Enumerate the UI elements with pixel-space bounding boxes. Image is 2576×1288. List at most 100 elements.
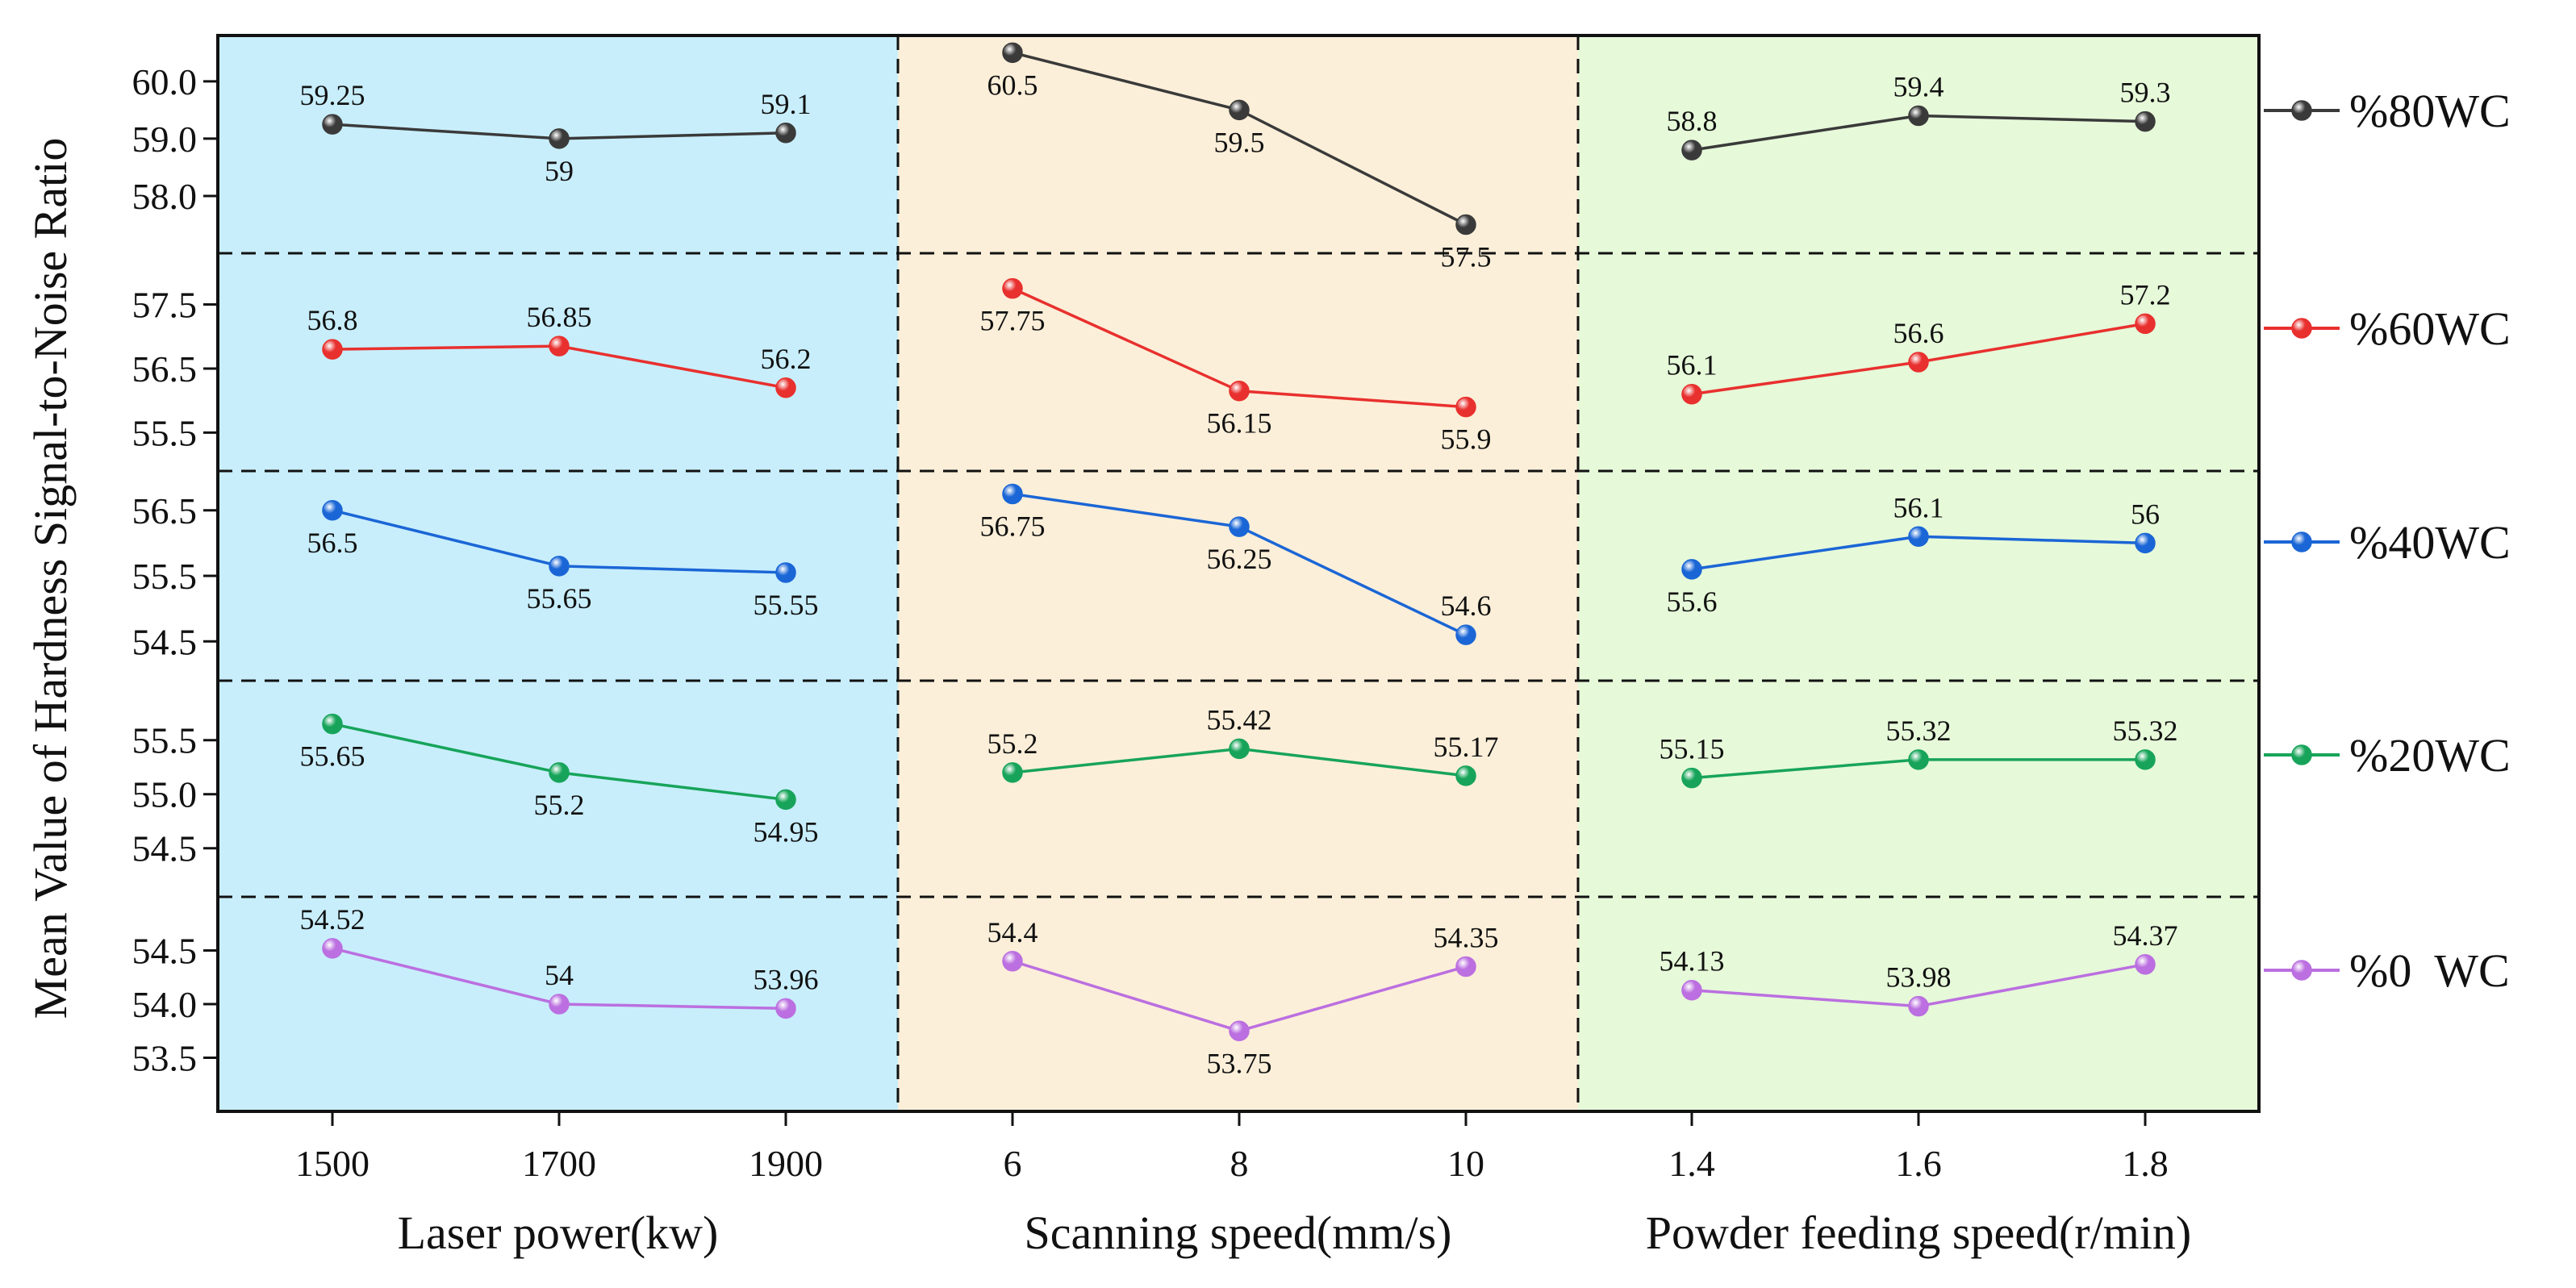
data-label: 59 [545,155,574,187]
y-tick-label: 55.5 [132,412,198,453]
data-label: 56.15 [1207,407,1272,440]
x-tick-label: 1700 [522,1143,596,1184]
data-point [322,339,343,360]
data-label: 59.5 [1214,126,1265,158]
data-label: 58.8 [1667,105,1718,137]
x-tick-label: 10 [1447,1143,1484,1184]
y-tick-label: 53.5 [132,1038,198,1079]
data-point [1229,99,1250,121]
data-label: 56.85 [527,301,592,333]
data-point [1455,765,1476,786]
data-point [549,556,570,577]
y-tick-label: 59.0 [132,119,198,160]
data-point [1229,380,1250,402]
data-label: 54.95 [754,815,819,848]
legend-marker [2291,960,2312,981]
data-label: 56.2 [761,343,812,375]
data-point [775,998,796,1019]
data-label: 59.1 [761,88,812,120]
data-point [1229,516,1250,537]
data-point [1908,105,1929,127]
x-tick-label: 1500 [295,1143,369,1184]
legend-marker [2291,100,2312,121]
data-point [549,762,570,783]
data-label: 55.2 [987,727,1038,760]
data-label: 54.52 [300,903,365,936]
y-tick-label: 54.5 [132,828,198,869]
y-tick-label: 58.0 [132,176,198,217]
data-label: 59.4 [1893,70,1944,102]
y-tick-label: 55.5 [132,556,198,597]
data-label: 56.25 [1207,543,1272,575]
legend-marker [2291,318,2312,339]
x-tick-label: 1.6 [1895,1143,1942,1184]
data-label: 55.2 [534,789,585,821]
data-point [2135,110,2156,132]
data-point [1908,526,1929,547]
data-point [1908,995,1929,1017]
y-tick-label: 56.5 [132,490,198,531]
x-axis-title: Laser power(kw) [398,1207,719,1259]
data-label: 55.9 [1441,423,1492,456]
data-point [1455,214,1476,236]
data-label: 53.75 [1207,1047,1272,1079]
y-tick-label: 55.0 [132,774,198,815]
y-tick-label: 54.5 [132,621,198,662]
x-axis-title: Powder feeding speed(r/min) [1646,1207,2191,1259]
data-label: 57.5 [1441,240,1492,273]
data-label: 59.3 [2120,77,2171,109]
data-point [1229,1020,1250,1041]
legend-label: %60WC [2349,302,2511,355]
data-label: 55.6 [1667,586,1718,618]
data-label: 57.2 [2120,278,2171,311]
x-tick-label: 6 [1004,1143,1022,1184]
x-axis-title: Scanning speed(mm/s) [1025,1207,1452,1259]
data-point [1908,749,1929,770]
data-label: 55.32 [1886,715,1952,747]
data-point [2135,532,2156,554]
data-point [1681,140,1702,160]
data-label: 55.15 [1660,733,1725,765]
data-point [1455,624,1476,645]
data-label: 54.4 [987,916,1038,948]
x-tick-label: 8 [1230,1143,1249,1184]
data-label: 54 [545,959,574,991]
data-point [549,336,570,356]
data-label: 55.65 [300,740,365,773]
data-point [775,377,796,398]
data-label: 56 [2131,498,2160,530]
y-tick-label: 57.5 [132,285,198,326]
x-tick-label: 1.4 [1668,1143,1715,1184]
y-tick-label: 55.5 [132,720,198,761]
data-point [1002,951,1023,972]
x-tick-label: 1.8 [2122,1143,2169,1184]
data-label: 54.13 [1660,945,1725,977]
legend-label: %40WC [2349,516,2511,569]
y-tick-label: 54.5 [132,931,198,972]
data-label: 59.25 [300,79,365,111]
data-label: 55.42 [1207,703,1272,736]
data-point [322,713,343,735]
data-label: 55.17 [1434,731,1499,763]
data-label: 56.1 [1667,349,1718,381]
data-point [549,128,570,149]
data-point [1681,767,1702,789]
data-point [322,500,343,521]
data-point [549,994,570,1015]
data-label: 54.37 [2113,919,2178,952]
data-point [1681,979,1702,1001]
x-tick-label: 1900 [749,1143,823,1184]
data-label: 53.96 [754,963,819,995]
data-point [1229,738,1250,760]
data-label: 57.75 [980,305,1046,337]
data-point [775,562,796,583]
data-point [1908,352,1929,373]
data-label: 56.5 [307,527,358,559]
data-label: 55.55 [754,589,819,621]
data-point [1455,396,1476,418]
data-label: 56.8 [307,304,358,336]
data-point [2135,313,2156,335]
legend-marker [2291,531,2312,552]
y-tick-label: 56.5 [132,348,198,390]
